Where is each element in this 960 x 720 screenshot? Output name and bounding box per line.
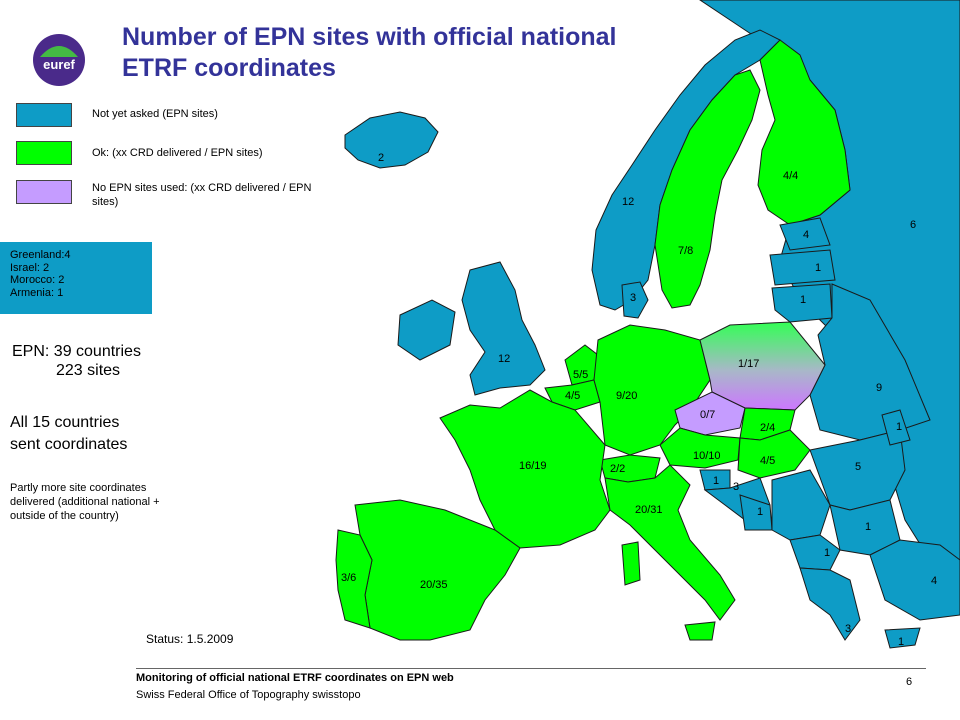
label-slovenia: 1 [713, 475, 719, 487]
region-austria [659, 427, 741, 469]
label-portugal: 3/6 [341, 572, 356, 584]
summary-note: Partly more site coordinates delivered (… [10, 482, 160, 522]
label-germany: 9/20 [616, 390, 637, 402]
label-spain: 20/35 [420, 579, 448, 591]
label-croatia: 3 [733, 481, 739, 493]
region-turkey [869, 539, 960, 621]
region-italy [604, 464, 736, 621]
region-finland [757, 39, 851, 226]
region-iceland [344, 111, 439, 169]
label-finland: 4/4 [783, 170, 798, 182]
other-region-morocco: Morocco: 2 [10, 274, 65, 286]
page-number: 6 [906, 676, 913, 688]
legend-swatch-no-epn [16, 180, 72, 204]
label-france: 16/19 [519, 460, 547, 472]
label-lithuania: 1 [800, 294, 806, 306]
summary-sites: 223 sites [56, 362, 121, 379]
legend-label-no-epn: No EPN sites used: (xx CRD delivered / E… [92, 182, 312, 208]
region-belarus-ukraine [809, 283, 931, 441]
region-ireland [397, 299, 456, 361]
label-italy: 20/31 [635, 504, 663, 516]
page-title: Number of EPN sites with official nation… [122, 23, 617, 82]
label-serbia: 1 [824, 547, 830, 559]
region-switzerland [599, 454, 661, 483]
region-hungary [737, 429, 811, 479]
legend-label-ok: Ok: (xx CRD delivered / EPN sites) [92, 147, 263, 159]
label-estonia: 4 [803, 229, 809, 241]
label-austria: 10/10 [693, 450, 721, 462]
label-belgium: 4/5 [565, 390, 580, 402]
label-sweden: 7/8 [678, 245, 693, 257]
legend-swatch-ok [16, 141, 72, 165]
summary-all-countries: All 15 countries [10, 414, 120, 431]
legend-label-not-asked: Not yet asked (EPN sites) [92, 108, 218, 120]
label-norway: 12 [622, 196, 634, 208]
footer-divider [136, 668, 926, 669]
label-russia: 6 [910, 219, 916, 231]
status-text: Status: 1.5.2009 [146, 632, 234, 646]
label-cyprus: 1 [898, 636, 904, 648]
other-region-israel: Israel: 2 [10, 261, 50, 274]
label-bulgaria: 1 [865, 521, 871, 533]
region-moldova [881, 409, 911, 446]
region-estonia [779, 217, 831, 251]
label-belarus-ukraine: 9 [876, 382, 882, 394]
region-denmark [621, 281, 649, 319]
label-bosnia: 1 [757, 506, 763, 518]
svg-text:euref: euref [43, 57, 75, 72]
label-netherlands: 5/5 [573, 369, 588, 381]
region-greece [799, 567, 861, 641]
region-cyprus [884, 627, 921, 649]
label-greece: 3 [845, 623, 851, 635]
summary-countries: EPN: 39 countries [12, 343, 141, 360]
label-hungary: 4/5 [760, 455, 775, 467]
label-switzerland: 2/2 [610, 463, 625, 475]
region-macedonia [789, 534, 841, 571]
region-latvia [769, 249, 836, 286]
summary-sent: sent coordinates [10, 436, 128, 453]
label-poland: 1/17 [738, 358, 759, 370]
euref-logo: euref [33, 34, 85, 86]
legend-swatch-not-asked [16, 103, 72, 127]
label-turkey: 4 [931, 575, 937, 587]
label-slovakia: 2/4 [760, 422, 775, 434]
footer-organization: Swiss Federal Office of Topography swiss… [136, 689, 361, 701]
region-sweden [654, 69, 761, 309]
label-latvia: 1 [815, 262, 821, 274]
region-germany [593, 324, 711, 456]
label-romania: 5 [855, 461, 861, 473]
region-portugal [335, 529, 373, 629]
region-sardinia [621, 541, 641, 586]
footer-title: Monitoring of official national ETRF coo… [136, 672, 454, 684]
other-region-armenia: Armenia: 1 [10, 286, 64, 299]
region-lithuania [771, 283, 833, 323]
label-denmark: 3 [630, 292, 636, 304]
label-czechia: 0/7 [700, 409, 715, 421]
label-iceland: 2 [378, 152, 384, 164]
region-poland [699, 321, 826, 411]
label-uk: 12 [498, 353, 510, 365]
label-moldova: 1 [896, 421, 902, 433]
region-uk [461, 261, 546, 396]
other-regions-box: Greenland:4 Israel: 2 Morocco: 2 Armenia… [0, 242, 152, 314]
other-region-greenland: Greenland:4 [10, 249, 71, 261]
region-sicily [684, 621, 716, 641]
